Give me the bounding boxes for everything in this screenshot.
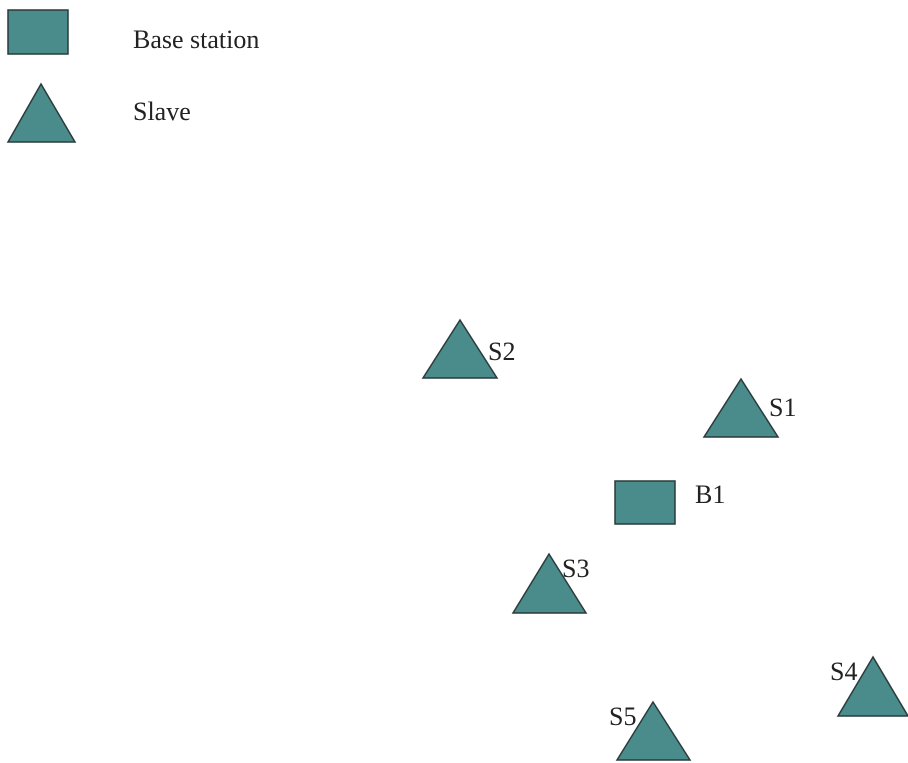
legend: Base station Slave bbox=[6, 9, 259, 143]
node-label: S1 bbox=[769, 393, 796, 422]
node-label: S4 bbox=[830, 657, 857, 686]
slave-triangle-icon bbox=[702, 377, 780, 438]
node-s5: S5 bbox=[609, 700, 692, 761]
node-s3: S3 bbox=[511, 552, 589, 614]
legend-slave-label: Slave bbox=[133, 97, 191, 126]
node-label: S5 bbox=[609, 702, 636, 731]
legend-slave-icon bbox=[6, 82, 77, 143]
legend-base-station-icon bbox=[7, 9, 69, 55]
legend-base-station-label: Base station bbox=[133, 25, 259, 54]
node-label: B1 bbox=[695, 480, 725, 509]
slave-triangle-icon bbox=[511, 552, 588, 614]
node-label: S2 bbox=[488, 337, 515, 366]
node-label: S3 bbox=[562, 554, 589, 583]
node-s1: S1 bbox=[702, 377, 796, 438]
slave-triangle-icon bbox=[615, 700, 692, 761]
node-s4: S4 bbox=[830, 655, 908, 717]
node-b1: B1 bbox=[614, 480, 725, 525]
base-station-square-icon bbox=[614, 480, 676, 525]
slave-triangle-icon bbox=[421, 318, 499, 379]
slave-triangle-icon bbox=[836, 655, 908, 717]
node-s2: S2 bbox=[421, 318, 515, 379]
